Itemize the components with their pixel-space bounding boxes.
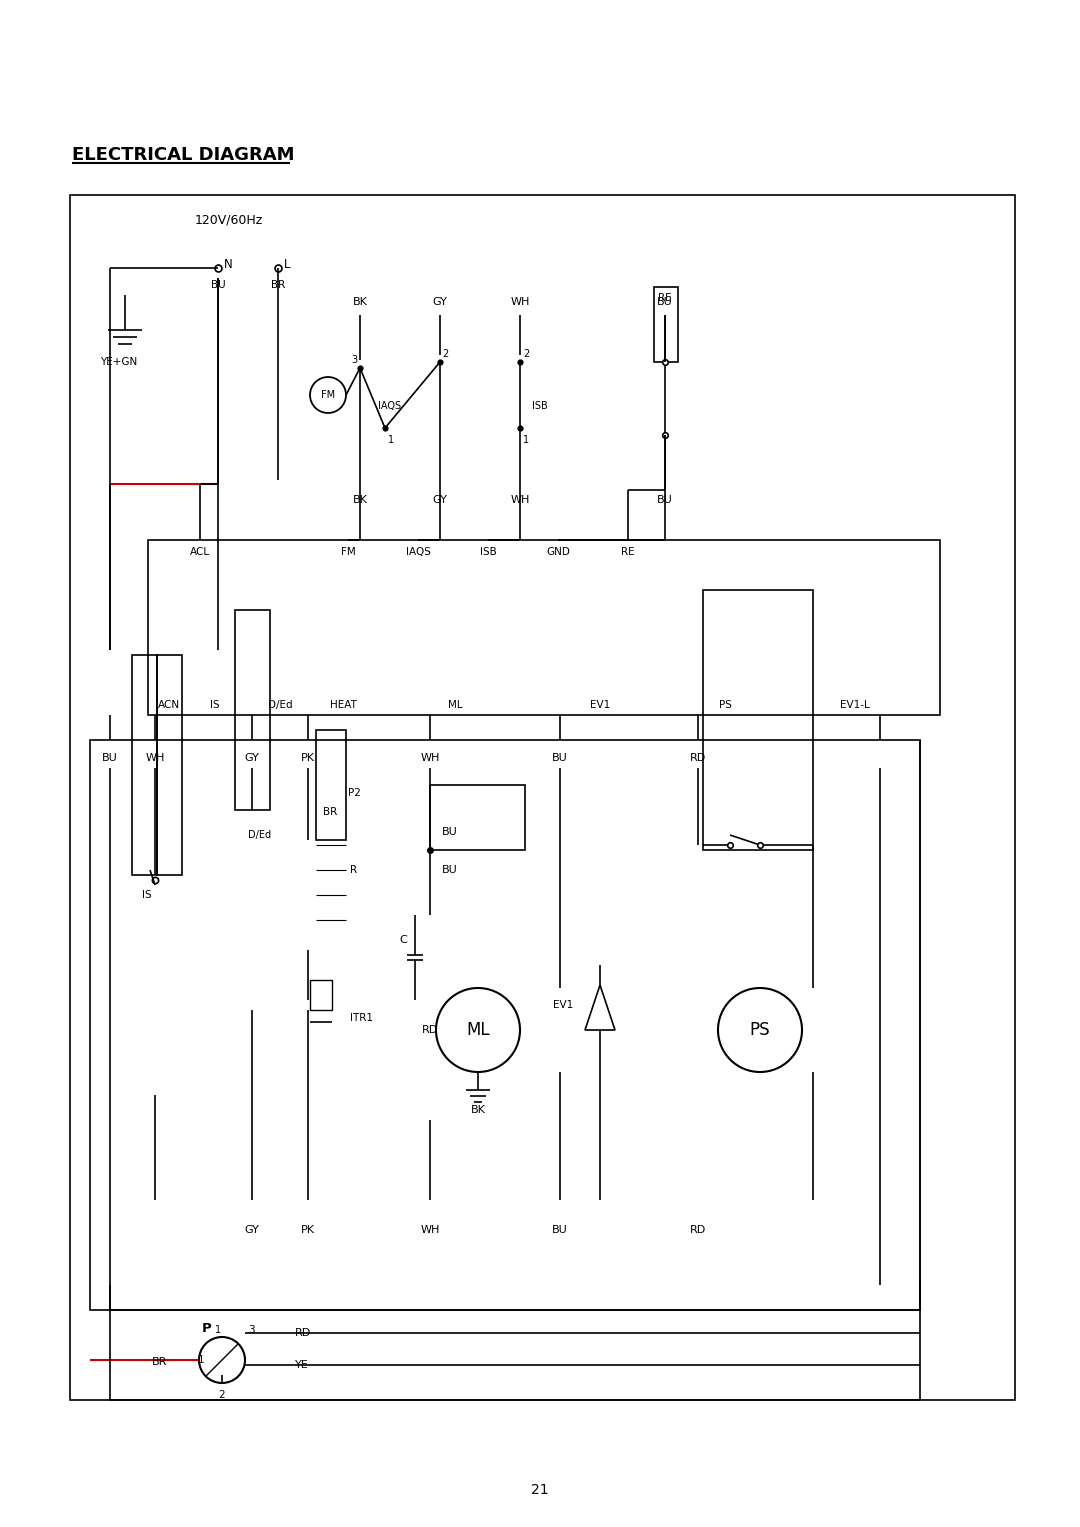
Text: 21: 21 [531, 1483, 549, 1496]
Text: 3: 3 [248, 1325, 255, 1335]
Text: P2: P2 [348, 788, 361, 799]
Text: IS: IS [143, 890, 152, 899]
Bar [132, 655, 157, 875]
Bar [310, 980, 332, 1009]
Text: BK: BK [352, 495, 367, 505]
Text: 1: 1 [523, 435, 529, 444]
Text: FM: FM [321, 389, 335, 400]
Text: D/Ed: D/Ed [268, 699, 293, 710]
Text: ACN: ACN [158, 699, 180, 710]
Text: L: L [284, 258, 291, 272]
Circle shape [310, 377, 346, 412]
Text: ML: ML [467, 1022, 490, 1038]
Bar [235, 609, 270, 809]
Text: YE: YE [295, 1361, 309, 1370]
Text: RD: RD [422, 1025, 438, 1035]
Text: ML: ML [448, 699, 462, 710]
Bar [703, 589, 813, 851]
Text: BU: BU [103, 753, 118, 764]
Text: 3: 3 [351, 354, 357, 365]
Text: GY: GY [244, 753, 259, 764]
Text: GY: GY [433, 495, 447, 505]
Bar [316, 730, 346, 840]
Text: RD: RD [295, 1328, 311, 1338]
Text: C: C [400, 935, 407, 945]
Text: 1: 1 [198, 1354, 204, 1365]
Text: HEAT: HEAT [330, 699, 356, 710]
Text: IS: IS [210, 699, 219, 710]
Text: 1: 1 [388, 435, 394, 444]
Text: ISB: ISB [480, 547, 497, 557]
Circle shape [199, 1338, 245, 1383]
Text: GY: GY [244, 1225, 259, 1235]
Text: YE+GN: YE+GN [100, 357, 137, 366]
Text: BU: BU [211, 279, 226, 290]
Bar [654, 287, 678, 362]
Text: PS: PS [750, 1022, 770, 1038]
Text: GND: GND [546, 547, 570, 557]
Text: BU: BU [442, 828, 458, 837]
Text: D/Ed: D/Ed [248, 831, 271, 840]
Text: RD: RD [690, 753, 706, 764]
Text: WH: WH [420, 753, 440, 764]
Text: BU: BU [657, 296, 673, 307]
Text: N: N [224, 258, 233, 272]
Text: RE: RE [621, 547, 635, 557]
Text: WH: WH [420, 1225, 440, 1235]
Text: PK: PK [301, 1225, 315, 1235]
Text: BK: BK [471, 1106, 485, 1115]
Text: BR: BR [323, 806, 337, 817]
Bar [148, 541, 940, 715]
Bar [70, 195, 1015, 1400]
Bar [430, 785, 525, 851]
Text: 2: 2 [442, 350, 448, 359]
Text: ACL: ACL [190, 547, 211, 557]
Text: 2: 2 [218, 1390, 226, 1400]
Text: PK: PK [301, 753, 315, 764]
Text: BK: BK [352, 296, 367, 307]
Text: 2: 2 [523, 350, 529, 359]
Text: RE: RE [658, 293, 672, 302]
Text: WH: WH [146, 753, 164, 764]
Text: P: P [202, 1321, 212, 1335]
Text: ELECTRICAL DIAGRAM: ELECTRICAL DIAGRAM [72, 147, 295, 163]
Text: ITR1: ITR1 [350, 1012, 373, 1023]
Text: GY: GY [433, 296, 447, 307]
Text: EV1: EV1 [553, 1000, 573, 1009]
Text: WH: WH [511, 296, 529, 307]
Text: 120V/60Hz: 120V/60Hz [195, 214, 264, 226]
Text: RD: RD [690, 1225, 706, 1235]
Text: FM: FM [340, 547, 355, 557]
Text: IAQS: IAQS [378, 402, 402, 411]
Text: IAQS: IAQS [406, 547, 431, 557]
Text: PS: PS [718, 699, 731, 710]
Circle shape [436, 988, 519, 1072]
Text: R: R [350, 864, 357, 875]
Bar [90, 741, 920, 1310]
Text: BU: BU [442, 864, 458, 875]
Text: EV1-L: EV1-L [840, 699, 869, 710]
Bar [157, 655, 183, 875]
Text: BU: BU [552, 1225, 568, 1235]
Text: BR: BR [152, 1358, 167, 1367]
Text: BR: BR [271, 279, 285, 290]
Text: BU: BU [657, 495, 673, 505]
Circle shape [718, 988, 802, 1072]
Text: 1: 1 [215, 1325, 221, 1335]
Text: EV1: EV1 [590, 699, 610, 710]
Text: ISB: ISB [532, 402, 548, 411]
Text: BU: BU [552, 753, 568, 764]
Text: WH: WH [511, 495, 529, 505]
